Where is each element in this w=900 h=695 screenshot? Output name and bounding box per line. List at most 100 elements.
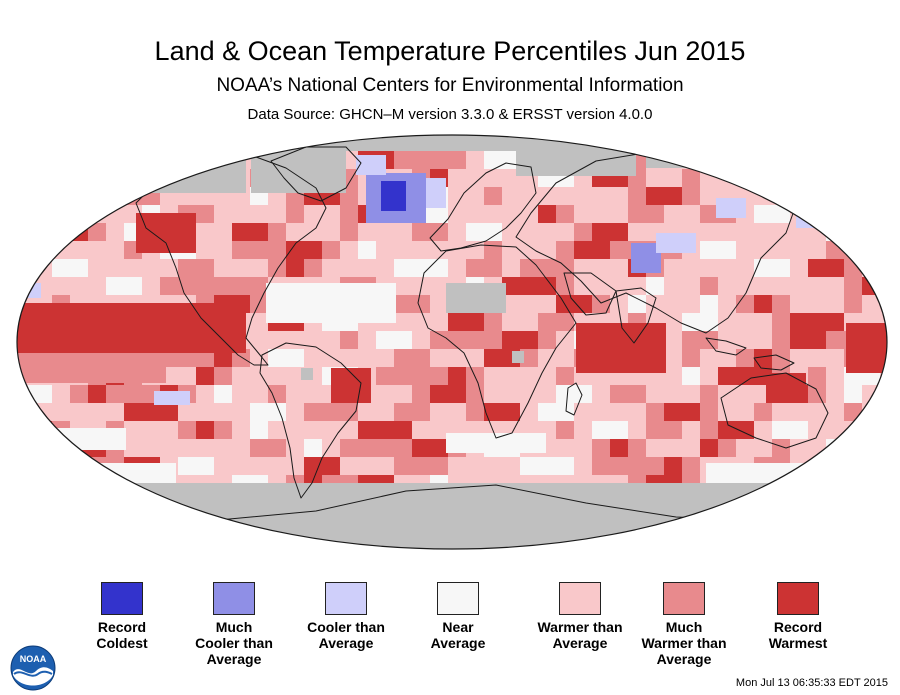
legend-item-much-warmer: Much Warmer than Average <box>624 582 744 667</box>
grid-cell <box>574 223 592 241</box>
grid-cell <box>646 205 664 223</box>
grid-cell <box>340 547 358 549</box>
grid-cell <box>196 277 214 295</box>
grid-cell <box>178 259 196 277</box>
grid-cell <box>646 421 664 439</box>
grid-cell <box>178 277 196 295</box>
grid-cell <box>214 367 232 385</box>
grid-cell <box>700 295 718 313</box>
grid-cell <box>34 529 52 547</box>
grid-cell <box>448 151 466 169</box>
grid-cell <box>52 223 70 241</box>
grid-cell <box>106 151 124 169</box>
grid-cell <box>628 205 646 223</box>
grid-cell <box>17 421 34 439</box>
grid-cell <box>808 135 826 151</box>
grid-cell <box>790 331 808 349</box>
grid-cell <box>556 403 574 421</box>
grid-cell <box>34 135 52 151</box>
grid-cell <box>502 403 520 421</box>
grid-cell <box>17 353 166 383</box>
legend-swatch <box>777 582 819 615</box>
grid-cell <box>17 135 887 151</box>
grid-cell <box>160 529 178 547</box>
grid-cell <box>34 205 52 223</box>
grid-cell <box>538 403 556 421</box>
grid-cell <box>646 135 664 151</box>
grid-cell <box>136 213 196 253</box>
grid-cell <box>844 241 862 259</box>
grid-cell <box>718 135 736 151</box>
grid-cell <box>268 439 286 457</box>
grid-cell <box>772 259 790 277</box>
grid-cell <box>106 277 124 295</box>
grid-cell <box>466 259 484 277</box>
grid-cell <box>250 439 268 457</box>
grid-cell <box>844 187 862 205</box>
grid-cell <box>808 547 826 549</box>
grid-cell <box>394 367 412 385</box>
grid-cell <box>136 153 246 193</box>
grid-cell <box>826 259 844 277</box>
grid-cell <box>52 457 70 475</box>
grid-cell <box>862 511 880 529</box>
grid-cell <box>880 493 887 511</box>
grid-cell <box>394 439 412 457</box>
grid-cell <box>556 385 574 403</box>
grid-cell <box>358 439 376 457</box>
grid-cell <box>196 259 214 277</box>
legend-item-record-warmest: Record Warmest <box>738 582 858 651</box>
grid-cell <box>376 331 394 349</box>
grid-cell <box>34 421 52 439</box>
grid-cell <box>574 295 592 313</box>
grid-cell <box>340 331 358 349</box>
grid-cell <box>178 511 196 529</box>
legend-swatch <box>213 582 255 615</box>
grid-cell <box>592 457 610 475</box>
grid-cell <box>34 493 52 511</box>
grid-cell <box>142 403 160 421</box>
grid-cell <box>682 367 700 385</box>
grid-cell <box>700 529 718 547</box>
grid-cell <box>448 331 466 349</box>
grid-cell <box>142 493 160 511</box>
grid-cell <box>610 135 628 151</box>
world-map <box>16 134 888 550</box>
grid-cell <box>862 493 880 511</box>
grid-cell <box>754 547 772 549</box>
grid-cell <box>412 151 430 169</box>
grid-cell <box>808 385 826 403</box>
grid-cell <box>268 259 286 277</box>
grid-cell <box>286 241 304 259</box>
legend-label: Cooler than Average <box>307 619 385 651</box>
grid-cell <box>214 277 232 295</box>
grid-cell <box>88 385 106 403</box>
grid-cell <box>17 151 34 169</box>
grid-cell <box>682 349 700 367</box>
grid-cell <box>358 421 376 439</box>
grid-cell <box>340 223 358 241</box>
grid-cell <box>484 403 502 421</box>
grid-cell <box>826 169 844 187</box>
grid-cell <box>576 323 666 373</box>
grid-cell <box>17 493 34 511</box>
grid-cell <box>34 151 52 169</box>
data-source: Data Source: GHCN–M version 3.3.0 & ERSS… <box>247 106 653 123</box>
grid-cell <box>394 259 412 277</box>
grid-cell <box>178 421 196 439</box>
grid-cell <box>826 313 844 331</box>
grid-cell <box>844 439 862 457</box>
grid-cell <box>178 529 196 547</box>
grid-cell <box>772 511 790 529</box>
grid-cell <box>700 241 718 259</box>
grid-cell <box>538 457 556 475</box>
grid-cell <box>826 529 844 547</box>
grid-cell <box>574 385 592 403</box>
grid-cell <box>538 547 556 549</box>
legend-item-warmer: Warmer than Average <box>520 582 640 651</box>
legend-label: Warmer than Average <box>537 619 623 651</box>
grid-cell <box>34 475 52 493</box>
grid-cell <box>862 223 880 241</box>
grid-cell <box>520 547 538 549</box>
grid-cell <box>538 259 556 277</box>
